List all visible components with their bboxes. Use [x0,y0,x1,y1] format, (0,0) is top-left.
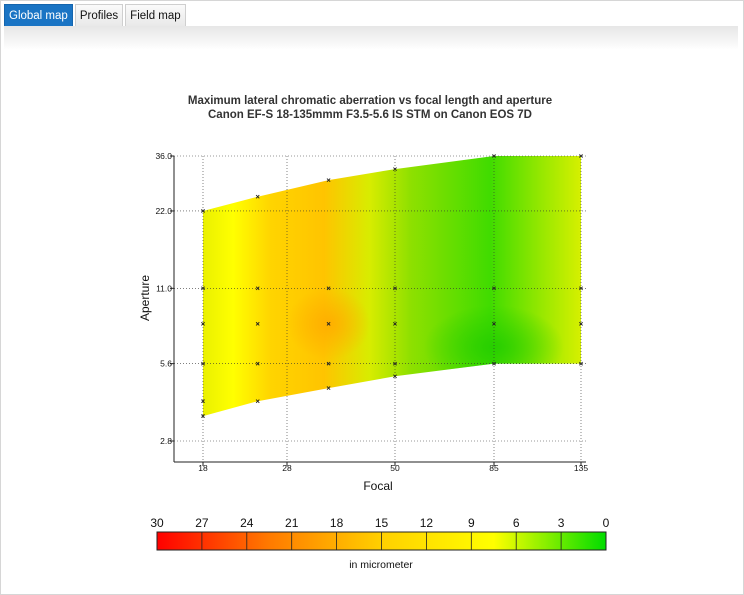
sample-point [326,361,331,366]
sample-point [201,399,205,404]
sample-point [255,321,260,326]
colorbar-tick-label: 18 [330,516,344,530]
colorbar-unit: in micrometer [349,559,413,571]
colorbar-tick-label: 21 [285,516,299,530]
colorbar-tick-label: 27 [195,516,209,530]
sample-point [492,361,496,366]
sample-point [201,209,205,213]
colorbar: 30 27 24 21 18 15 12 9 6 3 0 [150,516,610,551]
y-tick-label: 22.0 [155,206,172,216]
tab-global-map[interactable]: Global map [4,4,73,26]
sample-point [255,286,260,291]
plot-area: 18 28 50 85 135 2.8 5.6 11.0 22.0 36.0 [155,151,588,473]
sample-point [393,361,397,366]
sample-point [579,286,583,291]
sample-point [201,414,205,419]
colorbar-tick-label: 30 [150,516,164,530]
grid-lines [174,155,586,462]
colorbar-tick-label: 24 [240,516,254,530]
x-tick-label: 50 [390,463,400,473]
sample-point [255,194,260,199]
sample-point [579,361,583,366]
x-tick-label: 18 [198,463,208,473]
sample-point [326,321,331,326]
sample-point [579,154,583,158]
x-axis-label: Focal [363,479,392,493]
colorbar-tick-label: 0 [603,516,610,530]
sample-point [201,361,205,366]
sample-point [255,361,260,366]
x-tick-label: 28 [282,463,292,473]
axes [173,156,586,463]
tab-profiles[interactable]: Profiles [74,4,124,26]
tab-bar: Global map Profiles Field map [4,4,186,26]
y-tick-label: 11.0 [156,283,172,293]
sample-point [326,286,331,291]
sample-point [255,399,260,404]
y-tick-label: 36.0 [155,151,172,161]
sample-point [393,286,397,291]
sample-point [492,154,496,158]
x-tick-label: 135 [574,463,588,473]
sample-point [492,321,496,326]
colorbar-tick-label: 12 [420,516,434,530]
sample-point [201,321,205,326]
y-axis-label: Aperture [138,275,152,321]
x-axis-ticks: 18 28 50 85 135 [198,462,588,473]
colorbar-tick-label: 9 [468,516,475,530]
chart-title: Maximum lateral chromatic aberration vs … [188,95,552,107]
y-tick-label: 5.6 [160,359,172,369]
x-tick-label: 85 [489,463,499,473]
sample-point [201,286,205,291]
sample-point [326,386,331,390]
sample-point [326,178,331,183]
surface-fill [203,156,581,417]
tab-panel-header [4,26,738,50]
tab-field-map[interactable]: Field map [125,4,186,26]
sample-point [579,321,583,326]
y-tick-label: 2.8 [160,436,172,446]
sample-point [393,167,397,172]
sample-point [393,321,397,326]
chart-subtitle: Canon EF-S 18-135mmm F3.5-5.6 IS STM on … [208,109,532,121]
y-axis-ticks: 2.8 5.6 11.0 22.0 36.0 [155,151,174,446]
sample-points [201,154,583,419]
colorbar-tick-label: 6 [513,516,520,530]
sample-point [492,286,496,291]
colorbar-tick-label: 15 [375,516,389,530]
sample-point [393,374,397,379]
surface-coolspot [424,305,564,390]
heatmap-surface [203,156,581,417]
colorbar-tick-label: 3 [558,516,565,530]
